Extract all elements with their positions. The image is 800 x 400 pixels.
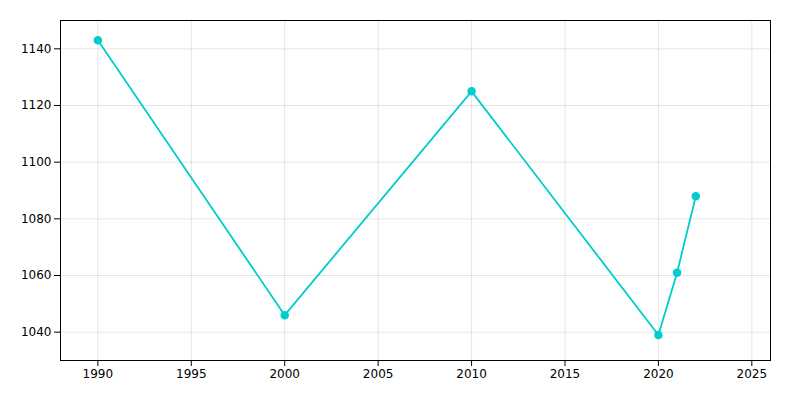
svg-text:2025: 2025 bbox=[737, 367, 768, 381]
svg-text:1080: 1080 bbox=[21, 212, 52, 226]
svg-text:1100: 1100 bbox=[21, 155, 52, 169]
svg-text:1040: 1040 bbox=[21, 325, 52, 339]
svg-text:2000: 2000 bbox=[269, 367, 300, 381]
svg-text:1120: 1120 bbox=[21, 98, 52, 112]
svg-text:1990: 1990 bbox=[83, 367, 114, 381]
svg-text:2005: 2005 bbox=[363, 367, 394, 381]
svg-text:1060: 1060 bbox=[21, 268, 52, 282]
svg-text:1995: 1995 bbox=[176, 367, 207, 381]
svg-text:2010: 2010 bbox=[456, 367, 487, 381]
svg-text:1140: 1140 bbox=[21, 42, 52, 56]
svg-text:2020: 2020 bbox=[643, 367, 674, 381]
svg-text:2015: 2015 bbox=[550, 367, 581, 381]
